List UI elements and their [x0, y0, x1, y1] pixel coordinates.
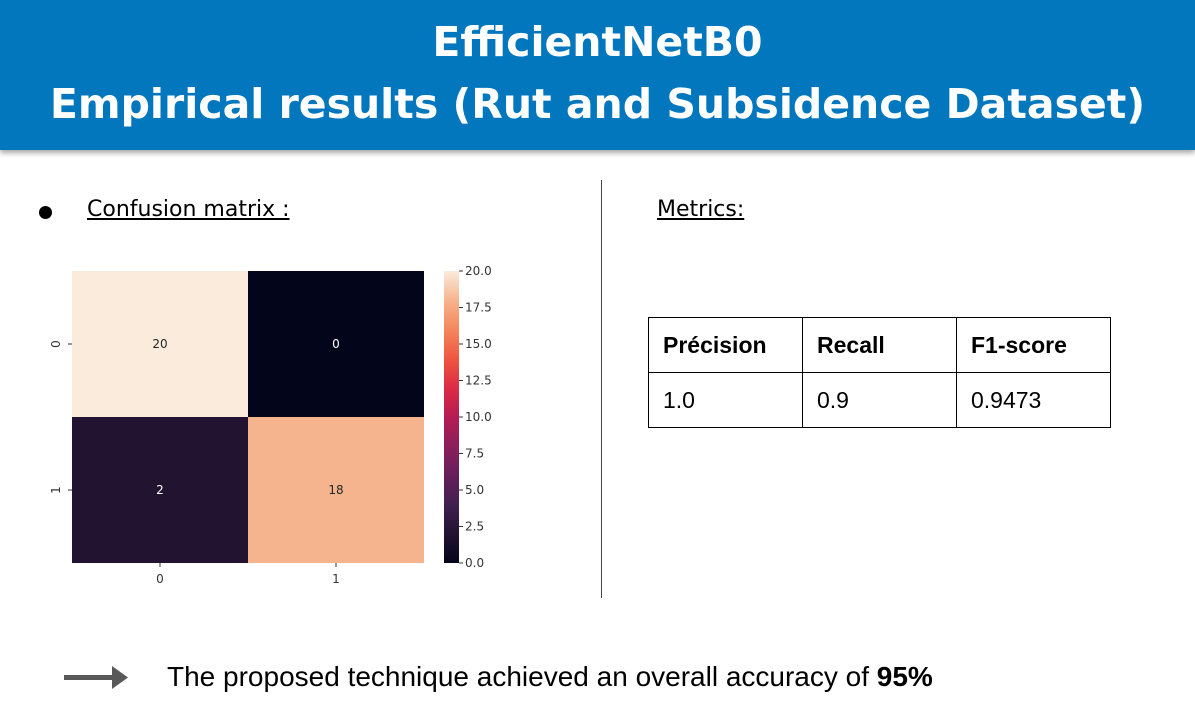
- slide-title: EfficientNetB0: [432, 18, 763, 66]
- slide-subtitle: Empirical results (Rut and Subsidence Da…: [49, 80, 1146, 128]
- colorbar-tick-label: 12.5: [465, 374, 492, 388]
- metrics-header-f1: F1-score: [956, 317, 1111, 373]
- heatmap-cell-label: 18: [328, 483, 343, 497]
- heatmap-cell-label: 0: [332, 337, 340, 351]
- metrics-value-precision: 1.0: [648, 372, 803, 428]
- colorbar-tick-label: 5.0: [465, 483, 484, 497]
- y-tick-label: 1: [49, 486, 63, 494]
- metrics-heading: Metrics:: [657, 197, 745, 222]
- metrics-header-row: Précision Recall F1-score: [648, 317, 1111, 373]
- metrics-table: Précision Recall F1-score 1.0 0.9 0.9473: [648, 317, 1111, 428]
- colorbar-tick-label: 15.0: [465, 337, 492, 351]
- accuracy-value: 95%: [876, 661, 933, 692]
- colorbar-tick-label: 2.5: [465, 520, 484, 534]
- metrics-header-recall: Recall: [802, 317, 957, 373]
- colorbar: [444, 271, 459, 563]
- x-tick-label: 0: [156, 572, 164, 586]
- colorbar-tick-label: 7.5: [465, 447, 484, 461]
- x-tick-label: 1: [332, 572, 340, 586]
- conclusion-text: The proposed technique achieved an overa…: [167, 660, 933, 694]
- heatmap-cell-label: 20: [152, 337, 167, 351]
- heatmap-cell-0-0: [72, 271, 248, 417]
- slide-header: EfficientNetB0 Empirical results (Rut an…: [0, 0, 1195, 150]
- colorbar-tick-label: 20.0: [465, 264, 492, 278]
- metrics-header-precision: Précision: [648, 317, 803, 373]
- vertical-divider: [601, 180, 602, 598]
- conclusion-sentence: The proposed technique achieved an overa…: [167, 661, 877, 692]
- metrics-value-recall: 0.9: [802, 372, 957, 428]
- colorbar-tick-label: 10.0: [465, 410, 492, 424]
- colorbar-tick-label: 17.5: [465, 301, 492, 315]
- confusion-matrix-heading: Confusion matrix :: [87, 197, 290, 222]
- heatmap-cell-1-1: [248, 417, 424, 563]
- bullet-point: [39, 206, 52, 219]
- heatmap-cell-1-0: [72, 417, 248, 563]
- metrics-value-f1: 0.9473: [956, 372, 1111, 428]
- confusion-matrix-heatmap: 20 0 2 18 0 1 0 1 0.0 2.5 5.0 7.5 10.0 12.5 15.0 17.5…: [49, 264, 492, 586]
- y-tick-label: 0: [49, 340, 63, 348]
- colorbar-tick-label: 0.0: [465, 556, 484, 570]
- heatmap-cell-0-1: [248, 271, 424, 417]
- heatmap-cell-label: 2: [156, 483, 164, 497]
- right-arrow-icon: [64, 666, 128, 689]
- metrics-value-row: 1.0 0.9 0.9473: [648, 372, 1111, 428]
